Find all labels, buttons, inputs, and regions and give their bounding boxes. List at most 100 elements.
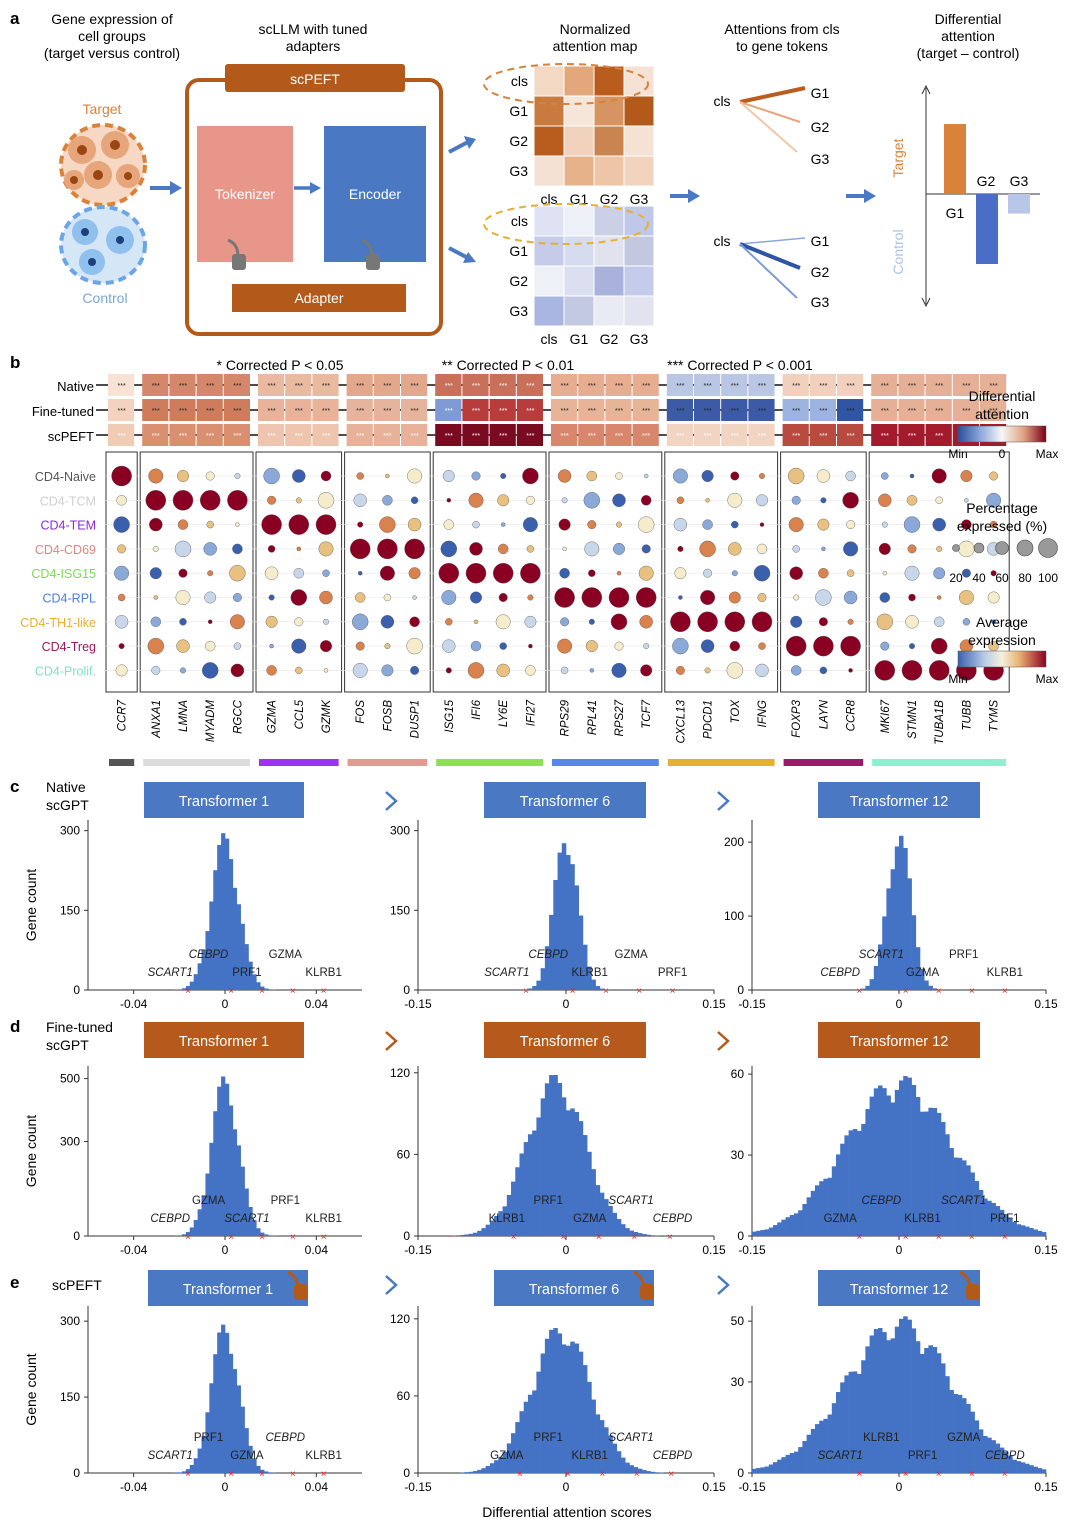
y-tick-label: 120 (390, 1066, 410, 1080)
histogram-bar (591, 979, 596, 990)
histogram-bar (515, 1422, 520, 1473)
histogram-bar (920, 1353, 925, 1473)
histogram-bar (248, 1206, 253, 1236)
heatmap-cell (435, 399, 462, 421)
scpeft-header-label: scPEFT (290, 71, 340, 87)
heatmap-cell (605, 424, 632, 446)
chevron-right-icon (385, 791, 398, 811)
significance-stars: *** (152, 408, 160, 415)
gene-annotation: CEBPD (653, 1450, 693, 1462)
cell-type-label: CD4-TEM (40, 519, 96, 533)
gene-marker: × (903, 1469, 909, 1480)
histogram-bar (802, 1441, 807, 1473)
expression-dot (412, 595, 417, 600)
heatmap-cell (462, 424, 489, 446)
expression-dot (789, 566, 803, 580)
histogram-bar (1029, 1465, 1034, 1473)
histogram-bar (236, 1145, 241, 1236)
expression-dot (352, 662, 368, 678)
expression-dot (611, 662, 627, 678)
significance-stars: *** (499, 433, 507, 440)
histogram-bar (873, 965, 879, 990)
gene-annotation: CEBPD (528, 949, 568, 961)
histogram-bar (899, 1080, 904, 1236)
expression-dot (791, 495, 801, 505)
gene-marker: × (259, 1232, 265, 1243)
expression-dot (908, 593, 916, 602)
gene-annotation: GZMA (824, 1213, 858, 1225)
histogram-bar (506, 1194, 512, 1236)
y-tick-label: 0 (403, 1466, 410, 1480)
histogram-bar (213, 1111, 218, 1236)
histogram-bar (978, 1429, 984, 1473)
significance-stars: *** (322, 383, 330, 390)
gene-group-color-bar (259, 759, 339, 766)
gene-marker: × (259, 1469, 265, 1480)
heatmap-cell (108, 374, 135, 396)
y-tick-label: 60 (397, 1389, 411, 1403)
histogram-bar (924, 980, 929, 990)
expression-dot (318, 541, 334, 557)
histogram-bar (240, 1166, 245, 1236)
x-tick-label: -0.15 (738, 1480, 766, 1494)
expression-dot (559, 568, 570, 579)
y-tick-label: 200 (724, 835, 744, 849)
significance-stars: *** (990, 383, 998, 390)
histogram-bar (570, 864, 575, 990)
x-tick-label: 0.15 (1034, 997, 1058, 1011)
expression-dot (557, 638, 573, 654)
gene-label: ANXA1 (151, 700, 163, 739)
y-tick-label: 0 (403, 983, 410, 997)
transformer-title: Transformer 6 (529, 1282, 620, 1298)
significance-stars: *** (472, 433, 480, 440)
significance-stars: *** (179, 383, 187, 390)
expression-dot (497, 494, 510, 507)
histogram-bar (252, 1458, 257, 1473)
significance-stars: *** (704, 433, 712, 440)
histogram-bar (591, 1399, 596, 1473)
svg-text:Max: Max (1036, 672, 1059, 686)
heatmap-cell (925, 424, 952, 446)
panel-a: a Gene expression of cell groups (target v… (10, 9, 1040, 347)
chevron-right-icon (717, 1031, 730, 1051)
diff-axis-target-label: Target (890, 138, 906, 177)
gene-label: DUSP1 (410, 700, 422, 738)
gene-annotation: PRF1 (949, 949, 978, 961)
histogram-bar (785, 1217, 791, 1236)
heatmap-cell (516, 399, 543, 421)
significance-stars: *** (322, 433, 330, 440)
matrix-col-label: G1 (570, 191, 589, 207)
histogram-bar (201, 1195, 206, 1236)
heatmap-cell (837, 374, 864, 396)
matrix-cell (593, 65, 625, 97)
gene-label: PDCD1 (703, 700, 715, 739)
histogram-bar (642, 1234, 647, 1236)
expression-dot (522, 517, 538, 533)
histogram-bar (582, 944, 588, 990)
histogram-bar (549, 914, 554, 990)
histogram-bar (536, 1371, 541, 1473)
expression-dot (879, 592, 890, 603)
significance-stars: *** (233, 408, 241, 415)
histogram-bar (256, 1465, 261, 1473)
significance-stars: *** (615, 383, 623, 390)
significance-stars: *** (268, 383, 276, 390)
histogram-bar (865, 1346, 870, 1473)
significance-stars: *** (792, 408, 800, 415)
expression-dot (467, 662, 485, 679)
adapter-plug-icon (294, 1284, 308, 1300)
y-axis-label: Gene count (23, 1115, 39, 1187)
gene-marker: × (511, 1232, 517, 1243)
expression-dot (380, 615, 395, 629)
gene-marker: × (969, 1232, 975, 1243)
heatmap-cell (108, 399, 135, 421)
histogram-bar (1020, 1225, 1026, 1236)
significance-stars: *** (561, 408, 569, 415)
expression-dot (562, 546, 567, 552)
expression-dot (903, 516, 921, 533)
expression-dot (357, 521, 364, 528)
significance-stars: *** (411, 383, 419, 390)
significance-stars: *** (233, 433, 241, 440)
heatmap-cell (871, 374, 898, 396)
